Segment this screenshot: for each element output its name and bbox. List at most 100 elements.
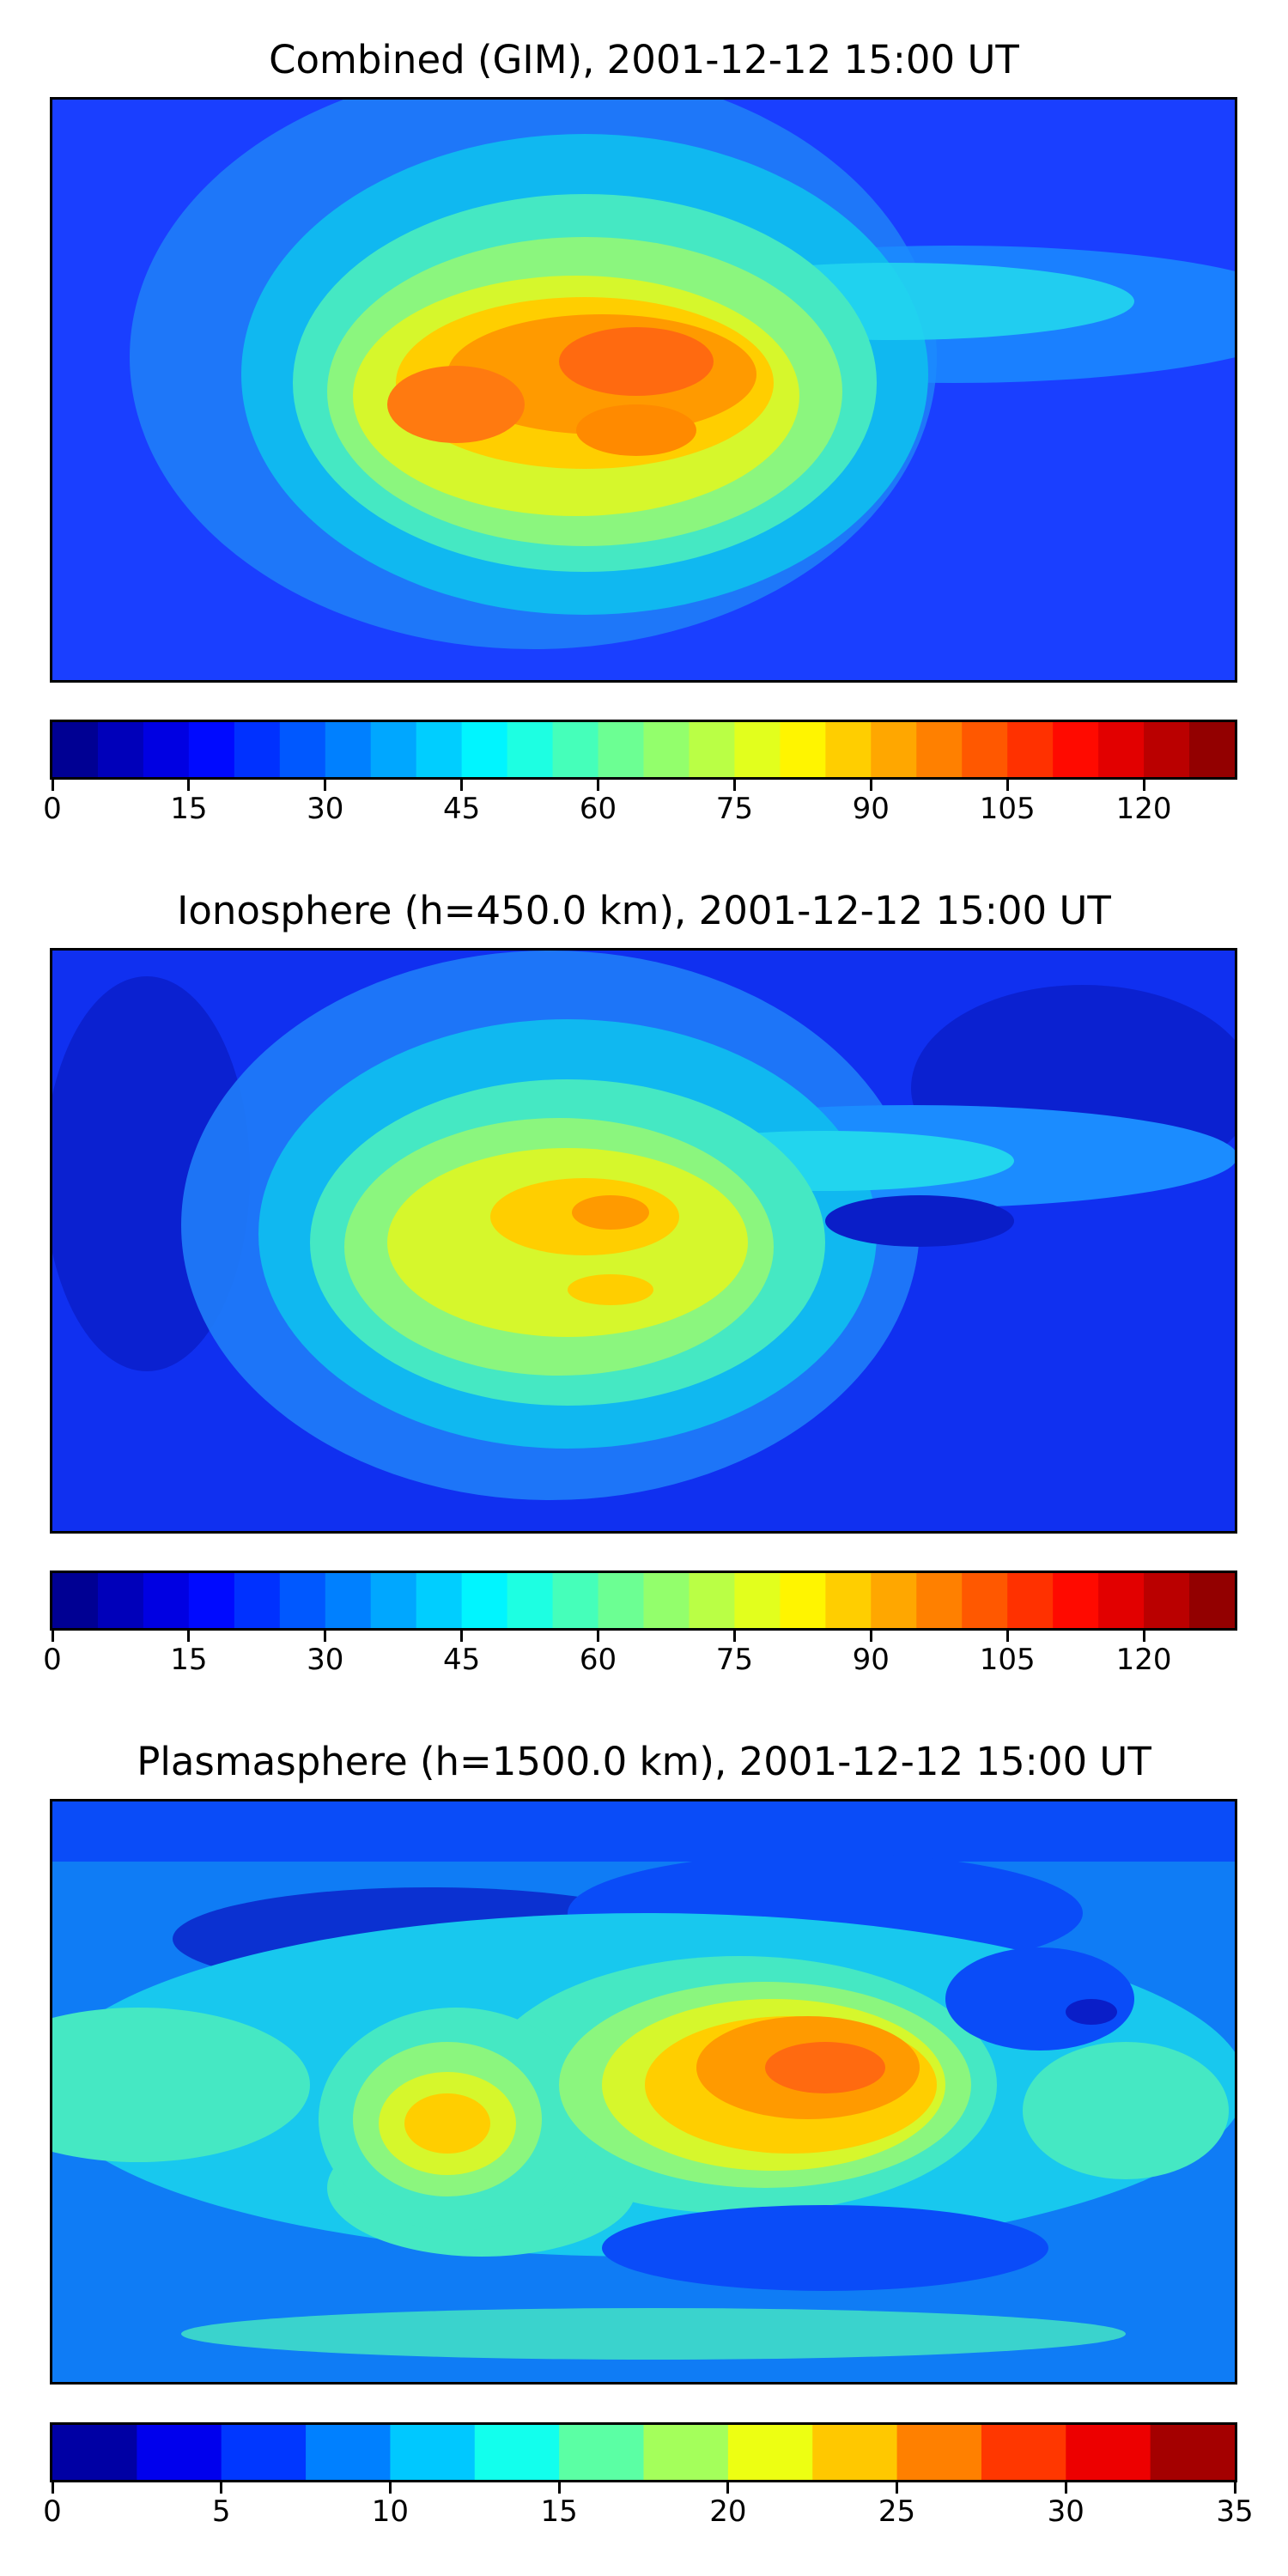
colorbar-band: [559, 2425, 645, 2480]
colorbar-band: [97, 1573, 144, 1628]
colorbar-band: [871, 1573, 917, 1628]
colorbar-band: [306, 2425, 392, 2480]
colorbar-band: [370, 722, 417, 777]
map-plasmasphere: [50, 1799, 1237, 2385]
colorbar-tick-label: 45: [443, 792, 481, 826]
colorbar-band: [916, 722, 963, 777]
colorbar-tick-label: 35: [1216, 2494, 1254, 2529]
colorbar-band: [825, 1573, 872, 1628]
colorbar-band: [689, 722, 736, 777]
colorbar-band: [52, 2425, 137, 2480]
colorbar-tick-mark: [726, 2482, 730, 2494]
colorbar-band: [221, 2425, 307, 2480]
field-contours: [52, 1801, 1235, 2360]
panel-title-plasmasphere: Plasmasphere (h=1500.0 km), 2001-12-12 1…: [137, 1739, 1151, 1784]
colorbar-ionosphere: [50, 1571, 1237, 1631]
colorbar-tick-label: 30: [307, 1643, 344, 1677]
colorbar-tick-mark: [557, 2482, 561, 2494]
colorbar-tick-mark: [1005, 1631, 1009, 1642]
colorbar-band: [325, 722, 372, 777]
colorbar-band: [137, 2425, 222, 2480]
colorbar-tick-mark: [869, 1631, 872, 1642]
colorbar-band: [370, 1573, 417, 1628]
colorbar-band: [552, 1573, 599, 1628]
colorbar-band: [507, 722, 554, 777]
colorbar-tick-label: 75: [715, 1643, 754, 1677]
colorbar-band: [780, 722, 826, 777]
colorbar-band: [1144, 722, 1190, 777]
colorbar-band: [598, 722, 645, 777]
colorbar-band: [143, 1573, 190, 1628]
colorbar-band: [188, 1573, 235, 1628]
colorbar-tick-mark: [187, 780, 191, 791]
colorbar-band: [871, 722, 917, 777]
colorbar-tick-label: 10: [371, 2494, 410, 2529]
colorbar-band: [825, 722, 872, 777]
colorbar-band: [507, 1573, 554, 1628]
colorbar-tick-label: 5: [211, 2494, 231, 2529]
colorbar-tick-mark: [1233, 2482, 1236, 2494]
colorbar-tick-label: 105: [979, 792, 1036, 826]
colorbar-tick-label: 75: [715, 792, 754, 826]
map-ionosphere: [50, 948, 1237, 1534]
colorbar-band: [780, 1573, 826, 1628]
colorbar-tick-mark: [51, 1631, 54, 1642]
map-combined: [50, 97, 1237, 683]
colorbar-band: [1098, 1573, 1145, 1628]
colorbar-band: [981, 2425, 1066, 2480]
colorbar-band: [1007, 722, 1054, 777]
colorbar-band: [1150, 2425, 1235, 2480]
colorbar-band: [962, 722, 1008, 777]
colorbar-band: [916, 1573, 963, 1628]
colorbar-tick-label: 90: [852, 792, 890, 826]
colorbar-tick-mark: [187, 1631, 191, 1642]
colorbar-tick-mark: [460, 780, 464, 791]
field-contours: [130, 100, 1235, 649]
colorbar-tick-label: 45: [443, 1643, 481, 1677]
colorbar-band: [896, 2425, 982, 2480]
field-contours: [52, 951, 1235, 1500]
colorbar-band: [1066, 2425, 1151, 2480]
colorbar-band: [188, 722, 235, 777]
panel-title-ionosphere: Ionosphere (h=450.0 km), 2001-12-12 15:0…: [177, 888, 1111, 933]
colorbar-band: [234, 1573, 281, 1628]
colorbar-band: [461, 1573, 508, 1628]
colorbar-tick-mark: [220, 2482, 223, 2494]
colorbar-tick-label: 30: [1047, 2494, 1084, 2529]
colorbar-tick-label: 15: [540, 2494, 578, 2529]
colorbar-band: [734, 722, 781, 777]
panel-title-combined: Combined (GIM), 2001-12-12 15:00 UT: [269, 37, 1019, 82]
colorbar-band: [474, 2425, 560, 2480]
colorbar-tick-mark: [732, 1631, 736, 1642]
colorbar-tick-label: 15: [170, 792, 208, 826]
colorbar-tick-mark: [1064, 2482, 1067, 2494]
colorbar-tick-label: 25: [878, 2494, 916, 2529]
colorbar-band: [643, 2425, 729, 2480]
colorbar-band: [1098, 722, 1145, 777]
colorbar-band: [1007, 1573, 1054, 1628]
colorbar-tick-mark: [388, 2482, 392, 2494]
colorbar-tick-mark: [324, 1631, 327, 1642]
colorbar-tick-mark: [597, 780, 600, 791]
colorbar-band: [97, 722, 144, 777]
colorbar-tick-label: 60: [579, 1643, 617, 1677]
colorbar-tick-mark: [51, 780, 54, 791]
colorbar-tick-label: 0: [43, 2494, 62, 2529]
colorbar-tick-mark: [1142, 780, 1145, 791]
colorbar-tick-label: 30: [307, 792, 344, 826]
colorbar-band: [1189, 1573, 1235, 1628]
colorbar-band: [279, 722, 326, 777]
colorbar-band: [143, 722, 190, 777]
colorbar-band: [734, 1573, 781, 1628]
colorbar-band: [598, 1573, 645, 1628]
colorbar-plasmasphere: [50, 2422, 1237, 2482]
colorbar-combined: [50, 720, 1237, 780]
colorbar-tick-mark: [732, 780, 736, 791]
colorbar-band: [416, 722, 463, 777]
colorbar-tick-label: 120: [1115, 1643, 1172, 1677]
colorbar-band: [643, 722, 690, 777]
colorbar-band: [727, 2425, 813, 2480]
colorbar-tick-label: 60: [579, 792, 617, 826]
colorbar-band: [812, 2425, 898, 2480]
colorbar-band: [325, 1573, 372, 1628]
